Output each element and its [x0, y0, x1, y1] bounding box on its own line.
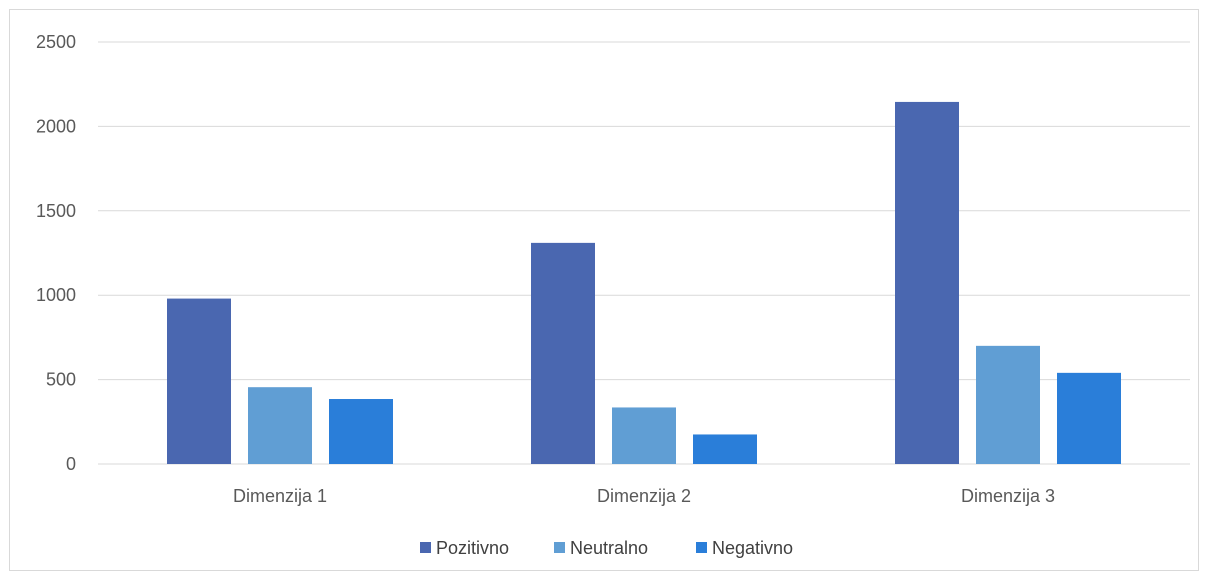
- bar-pozitivno-1: [167, 298, 231, 464]
- bar-negativno-1: [329, 399, 393, 464]
- chart-frame: [9, 9, 1199, 571]
- legend-label-neutralno: Neutralno: [570, 538, 648, 558]
- bar-negativno-2: [693, 434, 757, 464]
- y-tick-label: 1000: [36, 285, 76, 305]
- bar-neutralno-2: [612, 407, 676, 464]
- y-axis-ticks: 0 500 1000 1500 2000 2500: [36, 32, 76, 474]
- legend: Pozitivno Neutralno Negativno: [420, 538, 793, 558]
- x-tick-label: Dimenzija 2: [597, 486, 691, 506]
- y-tick-label: 1500: [36, 201, 76, 221]
- y-tick-label: 2000: [36, 116, 76, 136]
- y-tick-label: 0: [66, 454, 76, 474]
- legend-swatch-neutralno: [554, 542, 565, 553]
- y-tick-label: 2500: [36, 32, 76, 52]
- bar-pozitivno-3: [895, 101, 959, 464]
- x-tick-label: Dimenzija 3: [961, 486, 1055, 506]
- bar-pozitivno-2: [531, 242, 595, 464]
- legend-swatch-negativno: [696, 542, 707, 553]
- bar-negativno-3: [1057, 372, 1121, 464]
- x-tick-label: Dimenzija 1: [233, 486, 327, 506]
- y-tick-label: 500: [46, 370, 76, 390]
- legend-label-negativno: Negativno: [712, 538, 793, 558]
- x-axis-ticks: Dimenzija 1 Dimenzija 2 Dimenzija 3: [233, 486, 1055, 506]
- bars: [167, 101, 1121, 464]
- legend-label-pozitivno: Pozitivno: [436, 538, 509, 558]
- legend-swatch-pozitivno: [420, 542, 431, 553]
- bar-neutralno-3: [976, 345, 1040, 464]
- bar-neutralno-1: [248, 387, 312, 464]
